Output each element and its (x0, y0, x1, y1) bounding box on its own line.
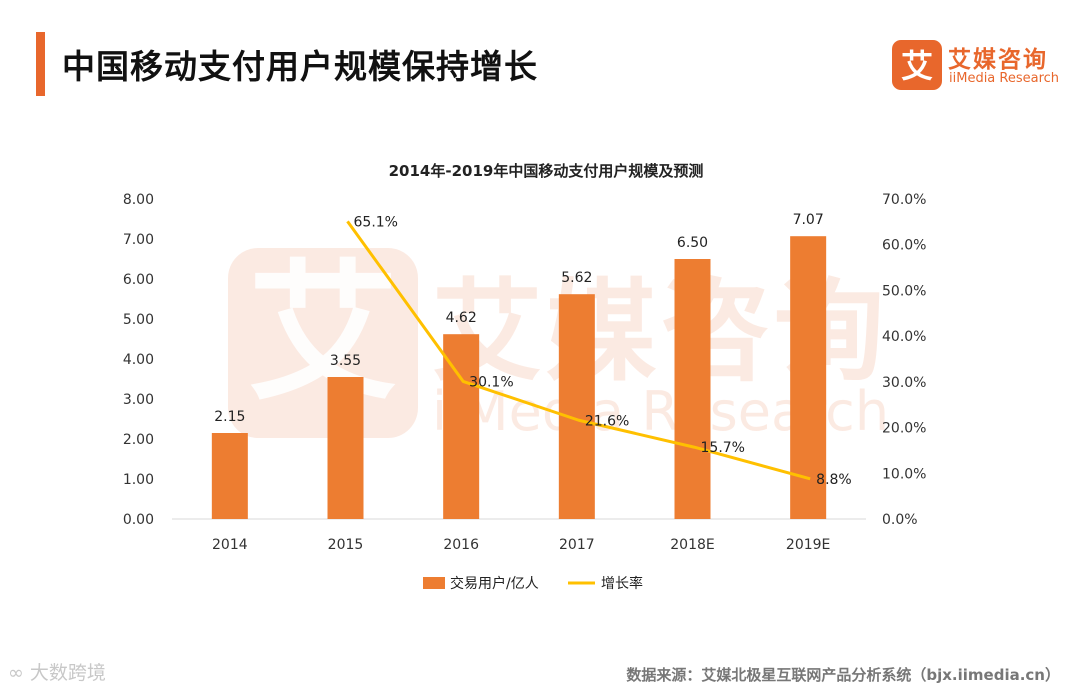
x-tick-label: 2014 (212, 537, 248, 553)
brand-name-en: iiMedia Research (949, 71, 1060, 86)
corner-logo: ∞ 大数跨境 (8, 658, 106, 685)
source-note: 数据来源：艾媒北极星互联网产品分析系统（bjx.iimedia.cn） (626, 666, 1060, 684)
brand-icon-glyph: 艾 (901, 47, 933, 85)
right-tick-label: 0.0% (882, 512, 918, 528)
title-accent-bar (36, 32, 45, 96)
right-tick-label: 20.0% (882, 421, 926, 437)
bar (674, 259, 711, 519)
brand-icon: 艾 (892, 40, 942, 90)
right-tick-label: 60.0% (882, 238, 926, 254)
right-tick-label: 10.0% (882, 466, 926, 482)
bar-value-label: 4.62 (446, 310, 477, 326)
left-tick-label: 6.00 (123, 272, 154, 288)
bar (558, 294, 595, 519)
bar-value-label: 3.55 (330, 353, 361, 369)
bar-value-label: 6.50 (677, 235, 708, 251)
growth-rate-line (346, 220, 811, 481)
chart-title: 2014年-2019年中国移动支付用户规模及预测 (389, 162, 704, 180)
brand-logo: 艾 艾媒咨询 iiMedia Research (892, 40, 1062, 92)
bar-series (211, 236, 827, 519)
left-tick-label: 8.00 (123, 192, 154, 208)
x-axis: 2014 2015 2016 2017 2018E 2019E (212, 537, 830, 553)
right-tick-label: 50.0% (882, 283, 926, 299)
legend-bar-swatch (423, 577, 445, 589)
x-tick-label: 2019E (786, 537, 830, 553)
x-tick-label: 2015 (328, 537, 364, 553)
bar-value-label: 2.15 (214, 409, 245, 425)
right-tick-label: 40.0% (882, 329, 926, 345)
bar (790, 236, 827, 519)
left-tick-label: 2.00 (123, 432, 154, 448)
line-value-label: 30.1% (469, 374, 513, 390)
bar (443, 334, 480, 519)
brand-name-cn: 艾媒咨询 (948, 47, 1048, 73)
left-tick-label: 3.00 (123, 392, 154, 408)
x-tick-label: 2017 (559, 537, 595, 553)
bar (327, 377, 364, 519)
left-axis: 0.00 1.00 2.00 3.00 4.00 5.00 6.00 7.00 8.00 (123, 192, 154, 528)
corner-logo-icon: ∞ (8, 662, 24, 684)
legend-line-label: 增长率 (601, 575, 643, 592)
bar-value-label: 5.62 (561, 270, 592, 286)
left-tick-label: 4.00 (123, 352, 154, 368)
left-tick-label: 5.00 (123, 312, 154, 328)
left-tick-label: 1.00 (123, 472, 154, 488)
corner-logo-text: 大数跨境 (29, 662, 106, 684)
watermark-glyph: 艾 (248, 247, 398, 421)
left-tick-label: 0.00 (123, 512, 154, 528)
right-tick-label: 30.0% (882, 375, 926, 391)
legend: 交易用户/亿人 增长率 (423, 575, 643, 592)
line-data-labels: 65.1% 30.1% 21.6% 15.7% 8.8% (354, 214, 852, 487)
line-value-label: 8.8% (816, 472, 852, 488)
line-value-label: 65.1% (354, 214, 398, 230)
legend-bar-label: 交易用户/亿人 (450, 575, 539, 592)
chart: 艾 艾媒咨询 iiMedia Research 2014年-2019年中国移动支… (123, 162, 927, 592)
x-tick-label: 2016 (443, 537, 479, 553)
right-axis: 0.0% 10.0% 20.0% 30.0% 40.0% 50.0% 60.0% 70.0% (882, 192, 926, 528)
bar-data-labels: 2.15 3.55 4.62 5.62 6.50 7.07 (214, 212, 824, 425)
x-tick-label: 2018E (670, 537, 714, 553)
line-value-label: 15.7% (701, 440, 745, 456)
bar-value-label: 7.07 (793, 212, 824, 228)
bar (211, 433, 248, 519)
right-tick-label: 70.0% (882, 192, 926, 208)
left-tick-label: 7.00 (123, 232, 154, 248)
page-title: 中国移动支付用户规模保持增长 (62, 47, 538, 86)
line-value-label: 21.6% (585, 413, 629, 429)
line-series (346, 220, 811, 481)
